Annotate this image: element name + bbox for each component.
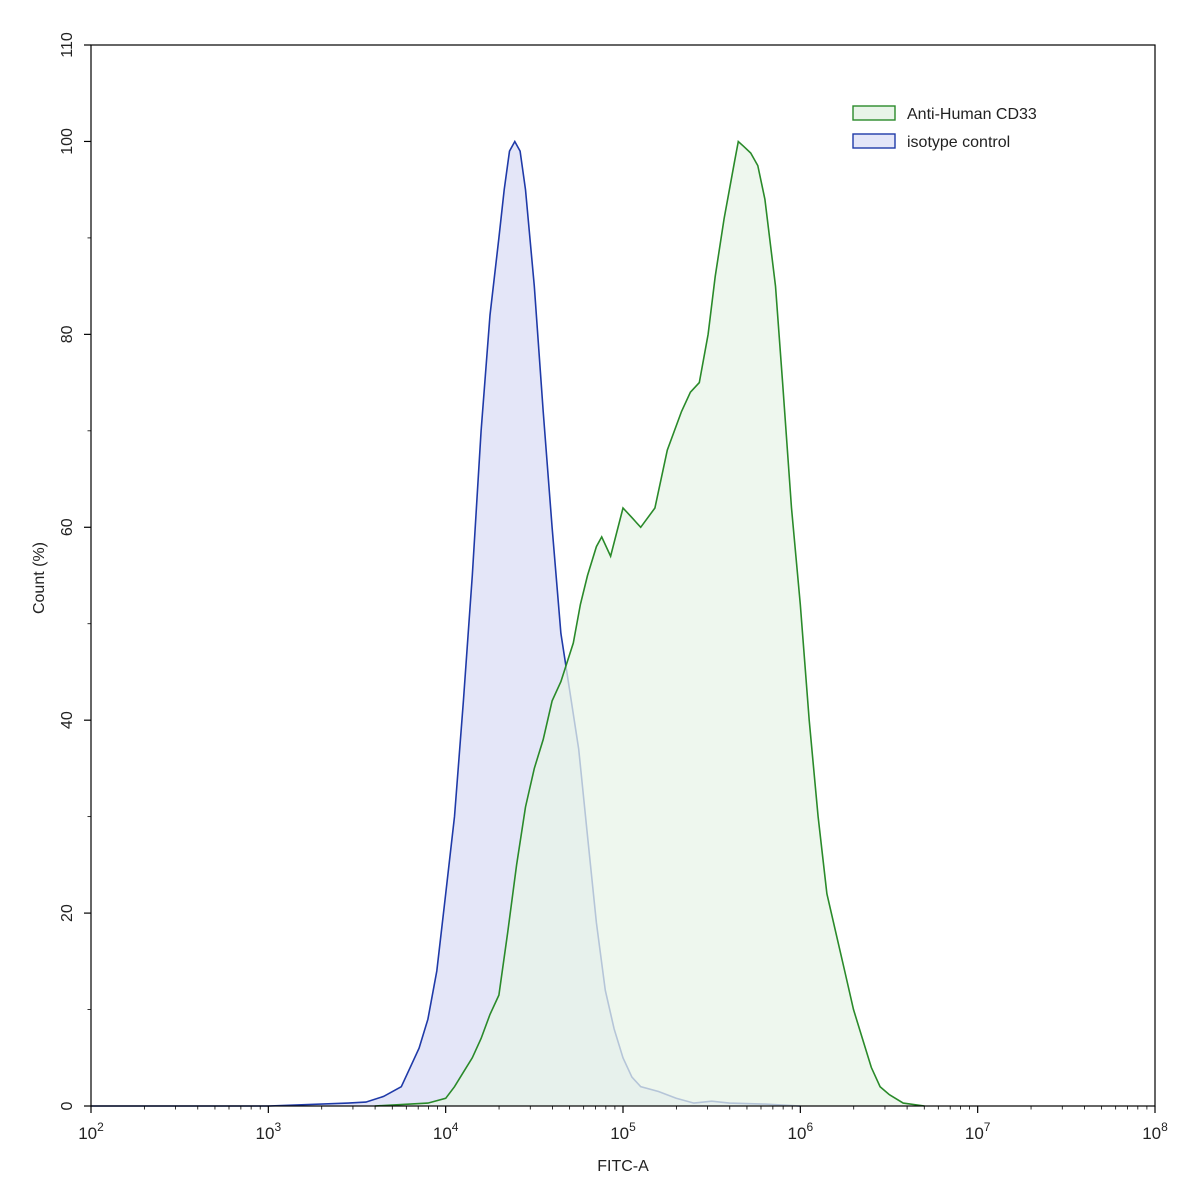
legend-swatch-isotype-control: [852, 133, 896, 149]
series-area-isotype-control: [91, 141, 801, 1106]
legend-swatch-anti-human-cd33: [852, 105, 896, 121]
y-tick-label-80: 80: [59, 325, 76, 343]
series-area-anti-human-cd33: [374, 141, 925, 1106]
legend-label-isotype-control: isotype control: [907, 134, 1010, 151]
series-areas: [91, 139, 925, 1107]
y-axis-label: Count (%): [31, 542, 48, 614]
x-tick-label-5: 107: [965, 1120, 991, 1143]
x-axis: 102 103 104 105 106 107 108: [78, 1106, 1168, 1143]
x-tick-label-6: 108: [1142, 1120, 1168, 1143]
x-tick-label-0: 102: [78, 1120, 104, 1143]
x-tick-label-1: 103: [256, 1120, 282, 1143]
y-axis: 0 20 40 60 80 100 110: [59, 32, 91, 1110]
legend-label-anti-human-cd33: Anti-Human CD33: [907, 106, 1037, 123]
series-line-anti-human-cd33: [374, 139, 925, 1107]
y-tick-label-110: 110: [59, 32, 76, 58]
y-tick-label-100: 100: [59, 128, 76, 155]
y-tick-label-40: 40: [59, 711, 76, 729]
x-axis-label: FITC-A: [597, 1158, 649, 1175]
x-tick-label-3: 105: [610, 1120, 636, 1143]
x-tick-label-4: 106: [788, 1120, 814, 1143]
x-tick-label-2: 104: [433, 1120, 459, 1143]
legend: Anti-Human CD33 isotype control: [852, 105, 1037, 151]
y-tick-label-20: 20: [59, 904, 76, 922]
y-tick-label-60: 60: [59, 518, 76, 536]
y-tick-label-0: 0: [59, 1101, 76, 1110]
